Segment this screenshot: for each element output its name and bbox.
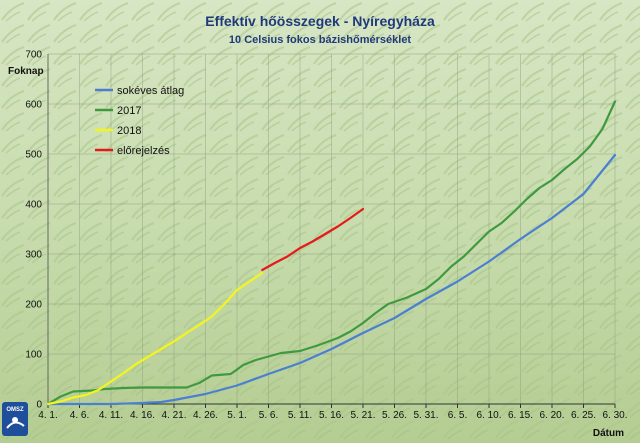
y-tick-label: 500 — [25, 150, 42, 161]
x-tick-label: 4. 1. — [38, 410, 57, 421]
x-tick-label: 5. 6. — [259, 410, 278, 421]
x-tick-label: 4. 6. — [70, 410, 89, 421]
y-tick-label: 600 — [25, 100, 42, 111]
y-tick-label: 0 — [36, 400, 42, 411]
series-line-2 — [46, 271, 264, 406]
y-tick-label: 100 — [25, 350, 42, 361]
x-tick-label: 5. 31. — [413, 410, 438, 421]
x-tick-label: 5. 21. — [350, 410, 375, 421]
x-tick-label: 4. 16. — [130, 410, 155, 421]
logo-sun-icon — [12, 417, 18, 423]
x-tick-label: 5. 11. — [288, 410, 312, 421]
axes: 0 100 200 300 400 500 600 700 4. 1. 4. 6. 4. 11. 4.… — [25, 50, 627, 422]
x-tick-label: 5. 16. — [319, 410, 344, 421]
grid-lines — [47, 53, 616, 404]
chart-title: Effektív hőösszegek - Nyíregyháza — [205, 13, 435, 29]
x-tick-label: 6. 15. — [508, 410, 533, 421]
chart-subtitle: 10 Celsius fokos bázishőmérséklet — [229, 34, 412, 46]
legend: sokéves átlag 2017 2018 előrejelzés — [95, 85, 184, 157]
y-axis-title: Foknap — [8, 66, 44, 77]
x-tick-label: 6. 30. — [602, 410, 627, 421]
legend-entry-label: 2018 — [117, 125, 141, 137]
x-tick-label: 6. 20. — [539, 410, 564, 421]
series-line-1 — [46, 100, 617, 406]
x-tick-label: 5. 26. — [382, 410, 407, 421]
legend-entry-label: 2017 — [117, 105, 141, 117]
y-tick-label: 700 — [25, 50, 42, 61]
x-tick-label: 6. 5. — [448, 410, 467, 421]
x-tick-label: 6. 10. — [476, 410, 501, 421]
legend-entry-label: előrejelzés — [117, 145, 170, 157]
y-tick-label: 300 — [25, 250, 42, 261]
x-tick-label: 6. 25. — [571, 410, 596, 421]
x-axis-title: Dátum — [593, 428, 624, 439]
series-line-3 — [261, 207, 365, 272]
x-tick-label: 5. 1. — [227, 410, 246, 421]
logo-text: OMSZ — [6, 407, 24, 413]
series-lines — [46, 100, 617, 406]
omsz-logo: OMSZ — [2, 402, 28, 436]
y-tick-label: 200 — [25, 300, 42, 311]
x-tick-label: 4. 21. — [161, 410, 186, 421]
x-tick-label: 4. 11. — [99, 410, 123, 421]
y-tick-label: 400 — [25, 200, 42, 211]
legend-entry-label: sokéves átlag — [117, 85, 184, 97]
series-line-0 — [46, 153, 617, 406]
x-tick-label: 4. 26. — [193, 410, 218, 421]
